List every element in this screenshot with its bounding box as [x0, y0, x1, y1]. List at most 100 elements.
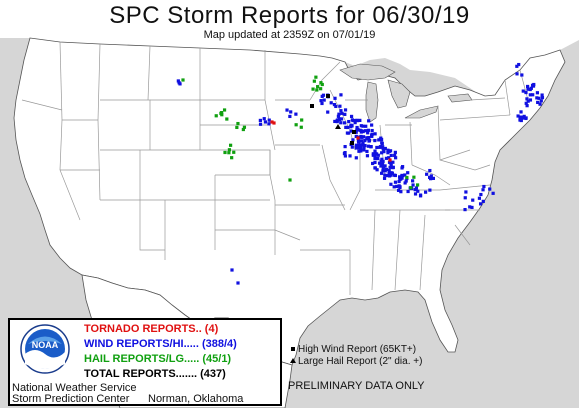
wind-report-dot — [320, 94, 324, 98]
wind-report-dot — [359, 124, 363, 128]
wind-report-dot — [477, 196, 482, 200]
wind-report-dot — [524, 116, 528, 120]
wind-report-dot — [342, 121, 347, 125]
wind-report-dot — [363, 129, 368, 133]
wind-report-dot — [413, 188, 417, 192]
wind-report-dot — [515, 72, 519, 76]
wind-report-dot — [356, 145, 360, 150]
wind-report-dot — [403, 173, 407, 177]
hail-report-dot — [405, 175, 409, 180]
wind-report-dot — [471, 198, 475, 202]
wind-report-dot — [516, 114, 520, 118]
wind-report-dot — [381, 145, 385, 149]
wind-report-dot — [343, 154, 347, 158]
wind-report-dot — [383, 173, 387, 177]
wind-report-dot — [357, 143, 361, 147]
wind-report-dot — [288, 114, 292, 119]
wind-report-dot — [367, 138, 372, 143]
wind-report-dot — [359, 134, 363, 139]
wind-report-dot — [524, 101, 528, 105]
wind-report-dot — [363, 143, 367, 148]
wind-report-dot — [387, 160, 392, 164]
wind-report-dot — [468, 205, 472, 209]
wind-report-dot — [373, 132, 377, 136]
wind-report-dot — [395, 184, 399, 189]
wind-report-dot — [346, 131, 351, 135]
wind-report-dot — [375, 168, 379, 172]
hail-report-dot — [214, 114, 218, 118]
hail-report-dot — [315, 88, 319, 92]
wind-report-dot — [418, 193, 423, 197]
wind-report-dot — [373, 156, 377, 161]
wind-reports-count: WIND REPORTS/HI..... (388/4) — [84, 338, 237, 350]
wind-report-dot — [367, 119, 371, 123]
wind-report-dot — [370, 123, 374, 127]
wind-report-dot — [463, 208, 467, 212]
wind-report-dot — [381, 159, 385, 163]
nws-label: National Weather Service — [12, 382, 137, 394]
wind-report-dot — [387, 168, 391, 173]
wind-report-dot — [391, 160, 395, 164]
wind-report-dot — [414, 186, 419, 190]
wind-report-dot — [531, 84, 536, 88]
hail-report-dot — [220, 113, 224, 117]
wind-report-dot — [342, 152, 347, 156]
hail-report-dot — [300, 118, 304, 122]
lake-michigan — [365, 81, 379, 123]
lake-superior — [339, 63, 396, 81]
location-label: Norman, Oklahoma — [148, 393, 244, 405]
wind-report-dot — [354, 143, 358, 147]
wind-report-dot — [389, 153, 393, 158]
wind-report-dot — [397, 179, 401, 184]
wind-report-dot — [258, 122, 263, 126]
wind-report-dot — [322, 98, 326, 102]
wind-report-dot — [263, 120, 268, 124]
wind-report-dot — [520, 73, 524, 77]
wind-report-dot — [387, 149, 391, 153]
large-hail-marker — [335, 124, 341, 129]
hail-report-dot — [181, 78, 185, 82]
wind-report-dot — [526, 87, 530, 91]
hail-report-dot — [312, 79, 316, 83]
wind-report-dot — [375, 145, 379, 150]
wind-report-dot — [357, 149, 361, 153]
wind-report-dot — [336, 114, 341, 118]
wind-report-dot — [379, 164, 383, 168]
wind-report-dot — [358, 118, 362, 122]
wind-report-dot — [333, 96, 337, 100]
wind-report-dot — [381, 169, 385, 173]
wind-report-dot — [267, 122, 271, 126]
high-wind-key-label: High Wind Report (65KT+) — [298, 344, 417, 355]
wind-report-dot — [373, 138, 377, 143]
wind-report-dot — [387, 156, 391, 160]
wind-report-dot — [369, 145, 373, 149]
wind-report-dot — [463, 196, 467, 200]
wind-report-dot — [389, 171, 393, 175]
wind-report-dot — [320, 101, 324, 106]
wind-report-dot — [370, 128, 374, 133]
wind-report-dot — [382, 176, 387, 180]
wind-report-dot — [361, 124, 365, 128]
wind-report-dot — [376, 156, 380, 161]
wind-report-dot — [371, 161, 375, 166]
hail-report-dot — [412, 175, 416, 179]
wind-report-dot — [370, 132, 374, 136]
wind-report-dot — [350, 145, 354, 149]
wind-report-dot — [358, 128, 362, 132]
wind-report-dot — [373, 149, 377, 153]
high-wind-key-square — [291, 347, 295, 351]
wind-report-dot — [488, 187, 492, 191]
page-title: SPC Storm Reports for 06/30/19 — [109, 2, 470, 29]
wind-report-dot — [416, 189, 420, 193]
hail-report-dot — [229, 143, 233, 147]
wind-report-dot — [363, 138, 367, 143]
legend: NOAA TORNADO REPORTS.. (4) WIND REPORTS/… — [8, 318, 282, 406]
wind-report-dot — [528, 93, 532, 97]
wind-report-dot — [400, 176, 404, 180]
wind-report-dot — [393, 153, 397, 158]
hail-report-dot — [236, 121, 240, 126]
wind-report-dot — [359, 146, 363, 150]
wind-report-dot — [380, 171, 384, 175]
hail-report-dot — [230, 156, 234, 160]
wind-report-dot — [178, 82, 182, 86]
